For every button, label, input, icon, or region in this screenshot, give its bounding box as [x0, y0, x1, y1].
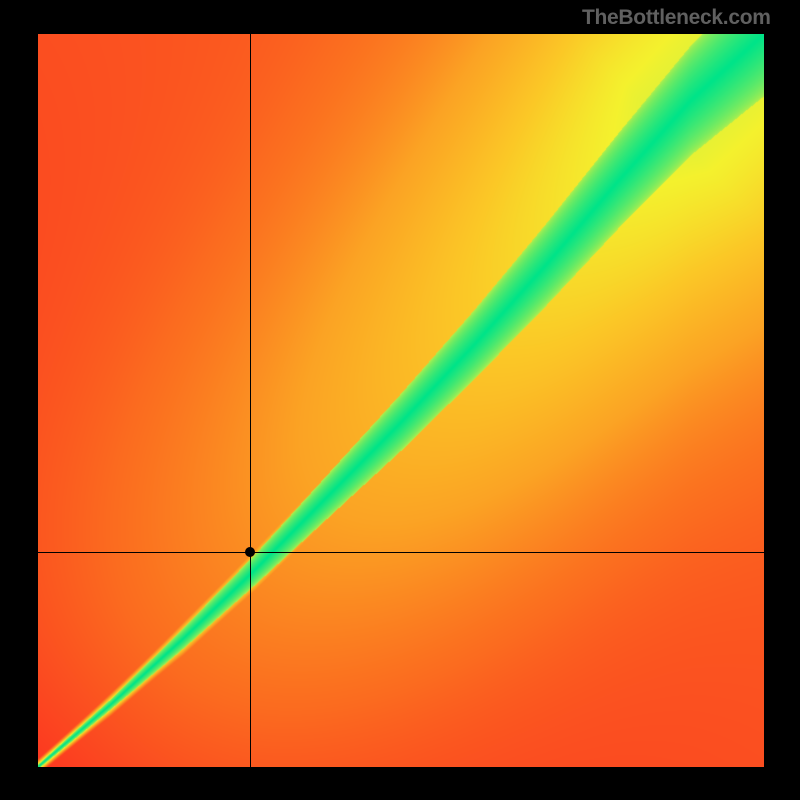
selection-marker[interactable] — [245, 547, 255, 557]
crosshair-vertical — [250, 34, 251, 767]
crosshair-horizontal — [38, 552, 764, 553]
heatmap-canvas — [38, 34, 764, 767]
watermark-text: TheBottleneck.com — [582, 6, 771, 30]
bottleneck-heatmap — [38, 34, 764, 767]
